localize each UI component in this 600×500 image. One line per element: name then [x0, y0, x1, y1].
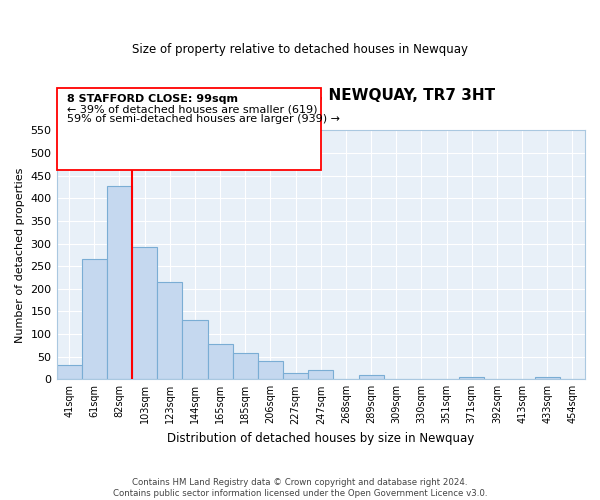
Bar — [208, 344, 233, 380]
Text: 59% of semi-detached houses are larger (939) →: 59% of semi-detached houses are larger (… — [67, 114, 340, 124]
FancyBboxPatch shape — [56, 88, 321, 170]
Bar — [535, 378, 560, 380]
Bar — [283, 373, 308, 380]
Text: Size of property relative to detached houses in Newquay: Size of property relative to detached ho… — [132, 42, 468, 56]
Text: ← 39% of detached houses are smaller (619): ← 39% of detached houses are smaller (61… — [67, 104, 317, 115]
Y-axis label: Number of detached properties: Number of detached properties — [15, 167, 25, 342]
Bar — [182, 320, 208, 380]
Text: 8 STAFFORD CLOSE: 99sqm: 8 STAFFORD CLOSE: 99sqm — [67, 94, 238, 104]
Bar — [258, 361, 283, 380]
Bar — [308, 370, 334, 380]
Bar — [459, 377, 484, 380]
Bar — [359, 375, 383, 380]
Title: 8, STAFFORD CLOSE, NEWQUAY, TR7 3HT: 8, STAFFORD CLOSE, NEWQUAY, TR7 3HT — [146, 88, 496, 103]
Bar — [56, 366, 82, 380]
Bar — [107, 186, 132, 380]
X-axis label: Distribution of detached houses by size in Newquay: Distribution of detached houses by size … — [167, 432, 475, 445]
Bar — [132, 246, 157, 380]
Text: Contains HM Land Registry data © Crown copyright and database right 2024.
Contai: Contains HM Land Registry data © Crown c… — [113, 478, 487, 498]
Bar — [233, 352, 258, 380]
Bar — [157, 282, 182, 380]
Bar — [82, 260, 107, 380]
